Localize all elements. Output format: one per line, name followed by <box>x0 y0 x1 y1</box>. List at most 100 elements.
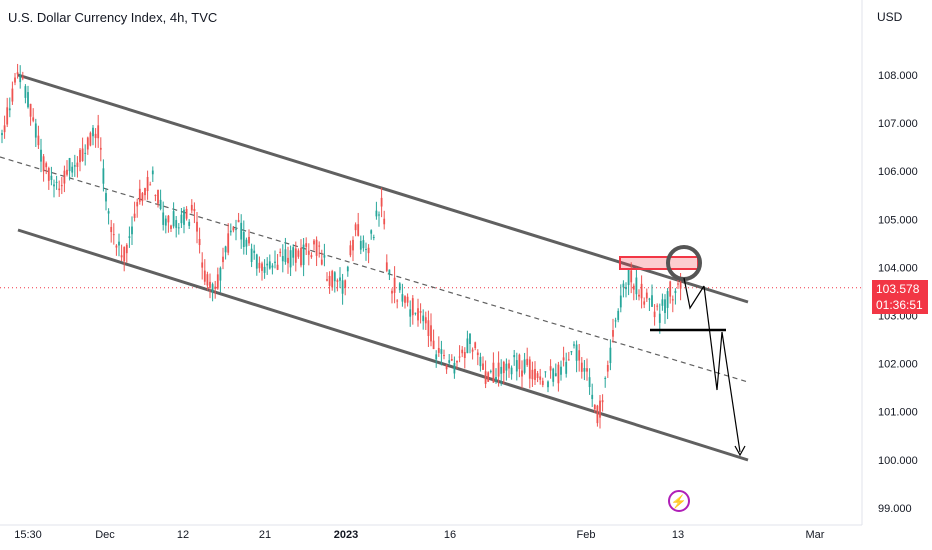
candle-body <box>190 204 193 211</box>
candle-body <box>401 294 404 302</box>
candle-body <box>97 125 100 139</box>
candle-body <box>154 195 157 197</box>
projection-path <box>683 277 705 310</box>
x-tick-label: 13 <box>672 529 684 541</box>
candle-body <box>138 188 141 202</box>
candle-body <box>627 269 630 286</box>
candle-body <box>583 368 586 372</box>
candle-body <box>515 360 518 372</box>
candle-body <box>404 296 406 303</box>
candle-body <box>417 308 419 321</box>
projection-arrowhead <box>734 445 746 457</box>
candle-body <box>128 236 131 238</box>
candle-body <box>339 277 341 281</box>
candle-body <box>172 211 175 227</box>
candle-body <box>222 256 224 263</box>
candle-body <box>528 359 531 379</box>
candle-body <box>274 261 276 263</box>
candle-body <box>580 362 583 372</box>
candle-body <box>495 377 497 381</box>
candle-body <box>593 404 596 410</box>
candle-body <box>474 342 477 348</box>
candle-body <box>612 330 614 337</box>
candle-body <box>622 283 625 288</box>
candle-body <box>638 294 640 297</box>
candle-body <box>492 362 495 383</box>
lower-channel-line <box>17 228 749 462</box>
x-tick-label: 21 <box>259 529 271 541</box>
candle-body <box>214 286 217 289</box>
candle-body <box>651 295 653 307</box>
projection-path <box>703 285 741 453</box>
candle-body <box>227 233 230 253</box>
x-tick-label: 15:30 <box>14 529 42 541</box>
y-tick-label: 101.000 <box>878 407 918 419</box>
candle-body <box>302 244 305 266</box>
candle-body <box>331 271 334 288</box>
candle-body <box>24 86 27 98</box>
candle-body <box>567 359 570 361</box>
candle-body <box>1 133 3 136</box>
candle-body <box>248 236 250 244</box>
candle-body <box>349 245 352 256</box>
candle-body <box>544 371 547 373</box>
candle-body <box>68 157 71 172</box>
last-price-value: 103.578 <box>876 282 920 296</box>
candle-body <box>500 366 503 374</box>
candle-body <box>578 350 581 361</box>
candle-body <box>3 125 6 133</box>
chart-title: U.S. Dollar Currency Index, 4h, TVC <box>8 10 218 25</box>
candle-body <box>157 190 159 204</box>
candle-body <box>456 360 458 363</box>
candle-body <box>42 156 45 172</box>
candle-body <box>206 274 209 286</box>
candle-body <box>479 356 482 367</box>
candle-body <box>398 283 401 291</box>
candle-body <box>37 135 40 146</box>
candle-body <box>599 400 601 418</box>
candle-body <box>367 247 370 254</box>
x-tick-label: 2023 <box>334 529 358 541</box>
candle-body <box>136 202 139 207</box>
candle-body <box>76 162 79 167</box>
candle-body <box>513 355 516 358</box>
candle-body <box>196 221 198 232</box>
candle-body <box>50 175 53 180</box>
candle-body <box>167 215 170 223</box>
candle-body <box>591 394 594 400</box>
candle-body <box>99 147 102 150</box>
candle-body <box>198 238 201 246</box>
x-tick-label: Dec <box>95 529 115 541</box>
candle-body <box>180 214 183 224</box>
candle-body <box>211 284 214 292</box>
candle-body <box>469 333 471 344</box>
candle-body <box>656 305 659 307</box>
candle-body <box>609 347 612 364</box>
candle-body <box>430 325 432 342</box>
candle-body <box>588 377 591 388</box>
lightning-bolt-icon[interactable]: ⚡ <box>668 490 690 512</box>
candle-body <box>461 349 464 354</box>
candle-body <box>380 197 383 207</box>
candle-body <box>463 352 466 358</box>
candle-body <box>141 193 144 202</box>
candle-body <box>209 281 211 288</box>
candle-body <box>307 250 310 255</box>
candle-body <box>445 364 448 370</box>
candle-body <box>276 264 279 270</box>
candle-body <box>63 170 66 184</box>
candle-body <box>268 261 271 269</box>
candle-body <box>133 213 136 218</box>
candle-body <box>112 234 115 236</box>
candle-body <box>292 247 295 258</box>
candle-body <box>242 232 245 248</box>
candle-body <box>159 199 162 209</box>
y-tick-label: 108.000 <box>878 70 918 82</box>
candle-body <box>300 247 302 266</box>
candle-body <box>352 239 354 251</box>
x-tick-label: Mar <box>806 529 825 541</box>
candle-body <box>411 298 414 316</box>
candle-body <box>502 361 505 374</box>
candle-body <box>362 240 365 249</box>
